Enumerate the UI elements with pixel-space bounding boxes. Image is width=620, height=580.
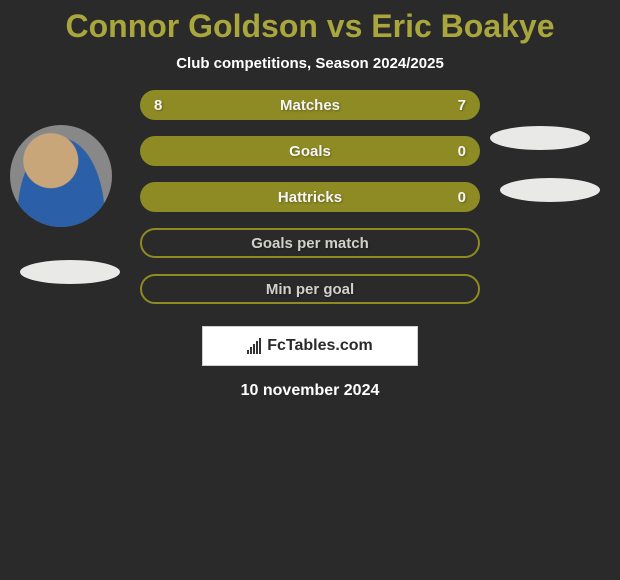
subtitle: Club competitions, Season 2024/2025 [0,55,620,72]
stat-label: Goals per match [251,235,369,252]
avatar-image [10,125,112,227]
stat-label: Hattricks [278,189,342,206]
date-label: 10 november 2024 [0,382,620,400]
stat-bar-hattricks: Hattricks 0 [140,182,480,212]
page-title: Connor Goldson vs Eric Boakye [0,8,620,45]
stat-right-value: 0 [458,143,466,160]
watermark-badge: FcTables.com [202,326,418,366]
stat-bar-matches: 8 Matches 7 [140,90,480,120]
watermark-text: FcTables.com [267,337,373,355]
stat-bar-min-per-goal: Min per goal [140,274,480,304]
stat-label: Goals [289,143,331,160]
stat-bar-goals-per-match: Goals per match [140,228,480,258]
player-left-name-placeholder [20,260,120,284]
comparison-card: Connor Goldson vs Eric Boakye Club compe… [0,0,620,580]
stat-bar-goals: Goals 0 [140,136,480,166]
stat-right-value: 0 [458,189,466,206]
stat-label: Matches [280,97,340,114]
stat-label: Min per goal [266,281,354,298]
stats-bars: 8 Matches 7 Goals 0 Hattricks 0 Goals pe… [140,90,480,304]
stat-left-value: 8 [154,97,162,114]
player-right-name-placeholder [500,178,600,202]
player-left-avatar [10,125,112,227]
stat-right-value: 7 [458,97,466,114]
player-right-avatar-placeholder [490,126,590,150]
bar-chart-icon [247,338,261,354]
